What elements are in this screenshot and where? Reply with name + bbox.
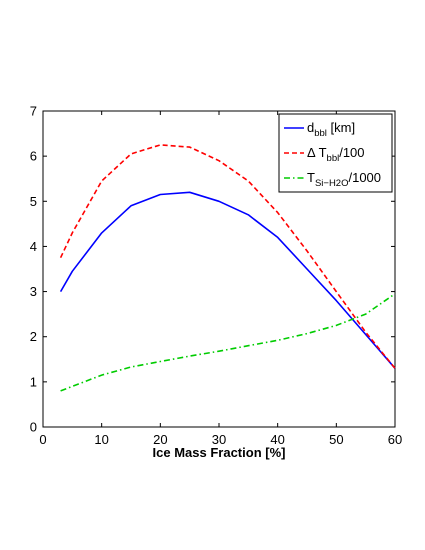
y-tick-label: 1 <box>30 374 37 389</box>
legend: dbbl [km] Δ Tbbl/100 TSi−H2O/1000 <box>278 113 393 193</box>
y-tick-label: 6 <box>30 149 37 164</box>
legend-box <box>278 113 393 193</box>
x-axis-label: Ice Mass Fraction [%] <box>153 445 286 460</box>
x-axis-ticks: 0 10 20 30 40 50 60 <box>39 111 402 447</box>
x-tick-label: 10 <box>94 432 108 447</box>
y-tick-label: 5 <box>30 194 37 209</box>
x-tick-label: 20 <box>153 432 167 447</box>
legend-label-T: TSi−H2O/1000 <box>307 170 381 189</box>
series-line-dT <box>59 144 396 369</box>
y-tick-label: 0 <box>30 420 37 435</box>
series-line-d <box>59 191 396 369</box>
x-tick-label: 0 <box>39 432 46 447</box>
x-tick-label: 60 <box>388 432 402 447</box>
series-lines <box>59 144 396 392</box>
y-tick-label: 2 <box>30 329 37 344</box>
y-tick-label: 3 <box>30 284 37 299</box>
y-tick-label: 7 <box>30 104 37 119</box>
x-tick-label: 30 <box>212 432 226 447</box>
x-tick-label: 50 <box>329 432 343 447</box>
y-axis-ticks: 0 1 2 3 4 5 6 7 <box>30 104 395 435</box>
series-line-T <box>60 293 396 392</box>
legend-label-d: dbbl [km] <box>307 120 355 139</box>
legend-label-dT: Δ Tbbl/100 <box>307 145 365 164</box>
y-tick-label: 4 <box>30 239 37 254</box>
x-tick-label: 40 <box>270 432 284 447</box>
